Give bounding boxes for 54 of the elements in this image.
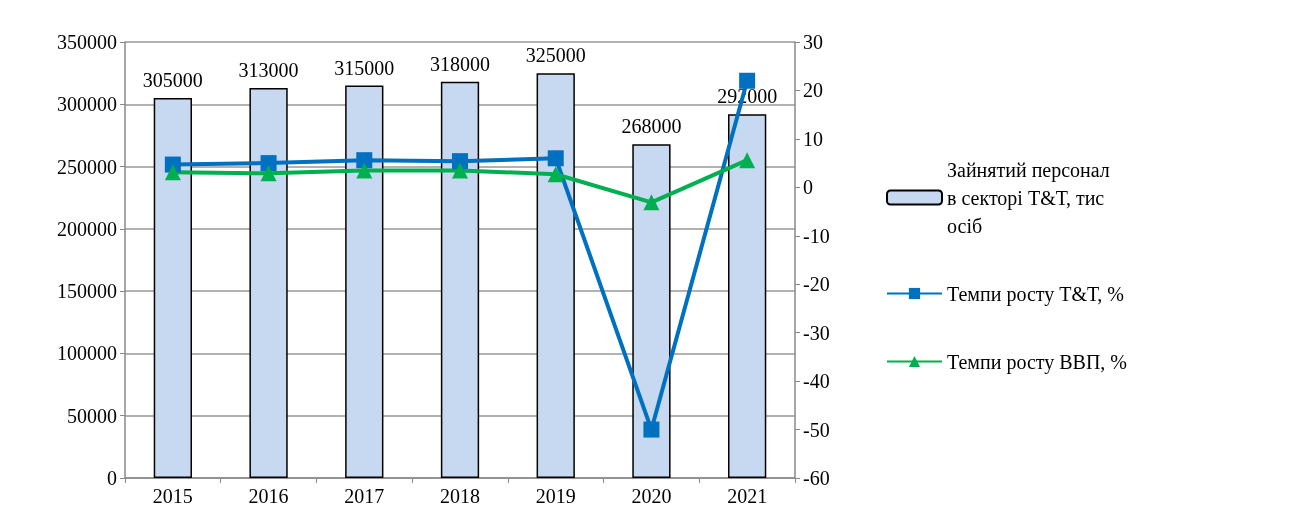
bar xyxy=(536,73,575,478)
legend-label: Зайнятий персонал в секторі Т&Т, тис осіб xyxy=(947,158,1115,237)
y2-tick-label: -20 xyxy=(803,273,830,296)
y-tick-label: 200000 xyxy=(57,217,117,240)
y-tick-label: 100000 xyxy=(57,342,117,365)
point xyxy=(739,72,756,89)
x-tick-label: 2016 xyxy=(248,485,289,507)
y2-tick-label: 30 xyxy=(803,31,823,53)
bar xyxy=(153,98,192,478)
point xyxy=(547,166,564,183)
data-label: 313000 xyxy=(238,59,299,82)
bar xyxy=(345,85,384,478)
x-tick-label: 2018 xyxy=(440,485,480,507)
data-label: 315000 xyxy=(334,56,395,79)
y2-tick-label: -40 xyxy=(803,370,830,393)
x-tick-label: 2017 xyxy=(344,485,385,507)
bar xyxy=(249,88,288,478)
y2-tick-label: -60 xyxy=(803,467,830,489)
y2-tick-label: 10 xyxy=(803,127,823,150)
point xyxy=(164,164,181,181)
point xyxy=(643,421,660,438)
data-label: 325000 xyxy=(525,44,586,67)
y2-tick-label: -50 xyxy=(803,418,830,441)
y-tick-label: 0 xyxy=(107,467,117,489)
bar xyxy=(440,81,480,478)
y-tick-label: 250000 xyxy=(57,155,117,178)
point xyxy=(643,194,660,211)
data-label: 268000 xyxy=(621,115,682,138)
y-tick-label: 350000 xyxy=(57,31,117,53)
legend-label: Темпи росту ВВП, % xyxy=(947,350,1128,374)
y2-tick-label: 20 xyxy=(803,79,823,102)
y2-tick-label: 0 xyxy=(803,176,813,199)
point xyxy=(356,152,373,169)
x-tick-label: 2021 xyxy=(727,485,768,507)
x-tick-label: 2019 xyxy=(535,485,576,507)
bar xyxy=(728,114,767,478)
y2-tick-label: -10 xyxy=(803,224,830,247)
point xyxy=(452,153,468,170)
y2-tick-label: -30 xyxy=(803,321,830,344)
legend-label: Темпи росту Т&Т, % xyxy=(947,282,1124,306)
y-tick-label: 300000 xyxy=(57,93,117,116)
point xyxy=(260,155,277,172)
point xyxy=(452,162,468,179)
point xyxy=(260,165,277,182)
point xyxy=(547,150,564,167)
x-tick-label: 2015 xyxy=(152,485,193,507)
point xyxy=(739,152,756,169)
x-tick-label: 2020 xyxy=(631,485,672,507)
data-label: 318000 xyxy=(430,52,490,75)
y-tick-label: 50000 xyxy=(67,404,117,427)
point xyxy=(356,162,373,179)
bar xyxy=(632,144,671,478)
y-tick-label: 150000 xyxy=(57,280,117,303)
data-label: 305000 xyxy=(142,69,203,92)
